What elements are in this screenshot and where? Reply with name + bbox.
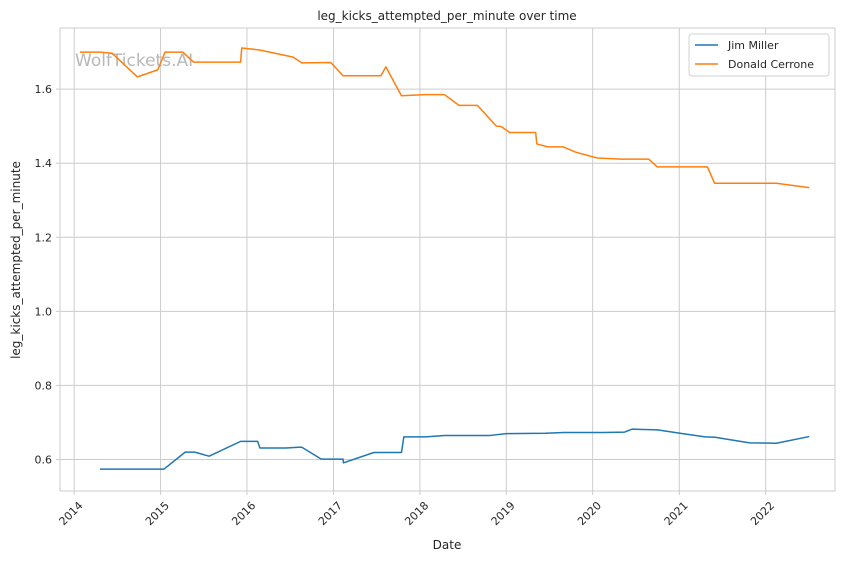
- legend: Jim Miller Donald Cerrone: [688, 33, 830, 77]
- y-tick-label: 0.6: [35, 454, 53, 467]
- x-tick-label: 2018: [402, 499, 431, 528]
- x-tick-label: 2022: [748, 499, 777, 528]
- x-tick-label: 2015: [143, 499, 172, 528]
- x-tick-label: 2014: [57, 499, 86, 528]
- series-line-jim-miller: [99, 428, 810, 470]
- legend-label-donald-cerrone: Donald Cerrone: [728, 58, 814, 71]
- x-tick-label: 2021: [662, 499, 691, 528]
- y-tick-label: 1.2: [35, 231, 53, 244]
- series-line-donald-cerrone: [79, 47, 810, 189]
- series-lines: [79, 47, 810, 470]
- x-tick-label: 2017: [316, 499, 345, 528]
- y-axis-title: leg_kicks_attempted_per_minute: [9, 161, 23, 359]
- x-tick-label: 2016: [229, 499, 258, 528]
- y-tick-label: 1.4: [35, 157, 53, 170]
- y-tick-label: 0.8: [35, 379, 53, 392]
- x-tick-labels: 2014 2015 2016 2017 2018 2019 2020 2021 2022: [57, 499, 777, 528]
- y-tick-label: 1.0: [35, 305, 53, 318]
- y-tick-label: 1.6: [35, 83, 53, 96]
- legend-box: [688, 33, 830, 77]
- plot-area: [59, 27, 836, 492]
- x-tick-label: 2019: [489, 499, 518, 528]
- x-tick-label: 2020: [575, 499, 604, 528]
- x-gridlines: [73, 28, 767, 495]
- y-gridlines: [56, 88, 835, 461]
- legend-label-jim-miller: Jim Miller: [727, 39, 779, 52]
- chart-title: leg_kicks_attempted_per_minute over time: [317, 9, 576, 23]
- y-tick-labels: 0.6 0.8 1.0 1.2 1.4 1.6: [35, 83, 53, 466]
- x-axis-title: Date: [433, 538, 462, 552]
- watermark: WolfTickets.AI: [75, 51, 193, 71]
